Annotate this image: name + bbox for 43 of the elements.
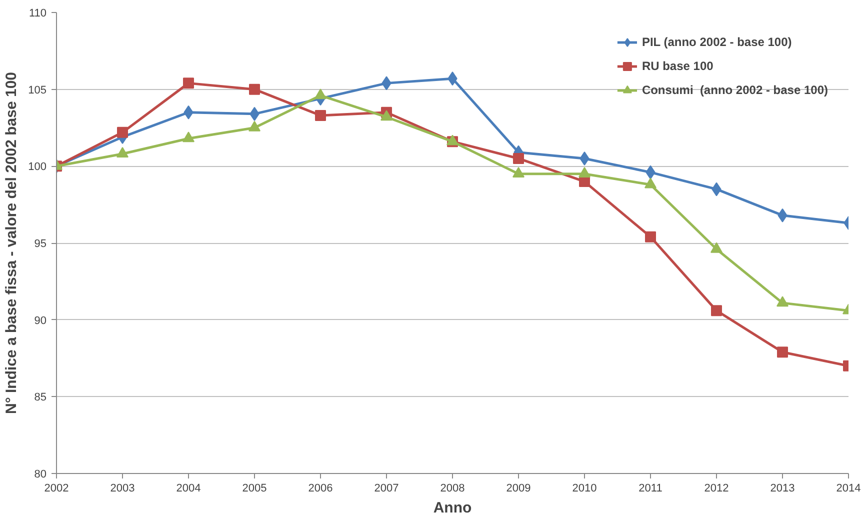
point (578, 167, 590, 178)
x-tick-label: 2013 (770, 482, 795, 494)
x-tick-label: 2007 (374, 482, 399, 494)
x-axis-title: Anno (433, 500, 472, 516)
y-tick-label: 85 (34, 392, 47, 404)
legend-label: Consumi (anno 2002 - base 100) (642, 83, 828, 97)
y-tick-label: 80 (34, 468, 47, 480)
point (776, 296, 788, 307)
x-tick-label: 2006 (308, 482, 333, 494)
point (314, 88, 326, 100)
point (644, 178, 656, 188)
x-tick-label: 2012 (704, 482, 729, 494)
x-tick-label: 2004 (176, 482, 201, 494)
x-tick-label: 2011 (638, 482, 662, 494)
point (315, 110, 326, 121)
y-axis-title: N° Indice a base fissa - valore del 2002 base 100 (3, 72, 20, 414)
legend-label: PIL (anno 2002 - base 100) (642, 35, 792, 49)
point (512, 167, 524, 178)
x-tick-label: 2010 (572, 482, 597, 494)
point (249, 84, 260, 95)
point (116, 147, 128, 158)
y-tick-label: 100 (28, 161, 47, 174)
y-tick-label: 105 (28, 84, 47, 96)
x-tick-label: 2014 (836, 482, 861, 494)
point (777, 346, 788, 358)
legend-label: RU base 100 (642, 59, 714, 73)
x-tick-label: 2002 (44, 482, 69, 494)
x-tick-label: 2003 (110, 482, 135, 494)
x-tick-label: 2005 (242, 482, 267, 494)
point (380, 110, 392, 121)
point (183, 78, 194, 89)
y-tick-label: 90 (34, 314, 47, 327)
y-tick-label: 110 (28, 8, 47, 20)
x-tick-label: 2008 (440, 482, 465, 494)
y-tick-label: 95 (34, 238, 47, 250)
point (710, 242, 722, 253)
point (117, 126, 128, 138)
point (248, 120, 260, 132)
point (182, 132, 194, 142)
point (645, 231, 656, 242)
point (711, 305, 722, 316)
x-tick-label: 2009 (506, 482, 531, 494)
point (513, 152, 524, 164)
